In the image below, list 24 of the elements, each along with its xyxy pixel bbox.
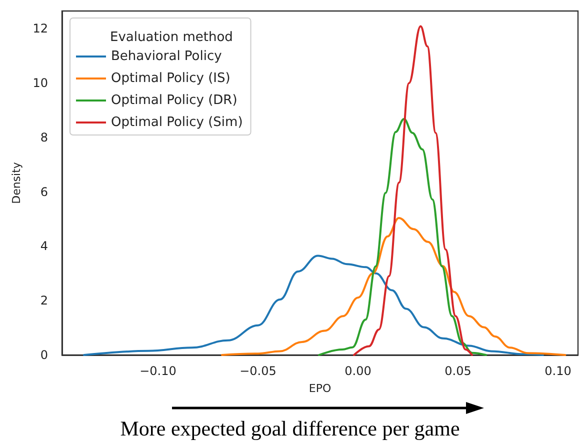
y-tick-label: 6 [40,184,48,199]
y-tick-label: 8 [40,130,48,144]
legend-label: Optimal Policy (DR) [111,93,238,108]
line-series [353,25,473,356]
y-tick-label: 4 [40,239,48,254]
x-tick-label: 0.00 [344,364,372,378]
y-axis-title: Density [10,162,23,204]
legend-title: Evaluation method [110,30,233,45]
y-tick-label: 0 [40,348,48,362]
y-tick-label: 10 [32,76,48,90]
y-tick-label: 12 [32,22,48,36]
legend-label: Optimal Policy (Sim) [111,115,243,130]
text: More expected goal difference per game [120,416,460,440]
x-tick-label: 0.05 [444,364,472,378]
line-series [83,254,544,356]
x-axis-title: EPO [308,382,332,395]
line-series [221,216,566,356]
y-tick-label: 2 [40,294,48,308]
legend-label: Behavioral Policy [111,49,222,64]
x-tick-label: 0.10 [544,364,572,378]
x-tick-label: −0.10 [140,364,176,378]
line-series [318,118,487,356]
x-tick-label: −0.05 [240,364,276,378]
legend-label: Optimal Policy (IS) [111,71,230,86]
